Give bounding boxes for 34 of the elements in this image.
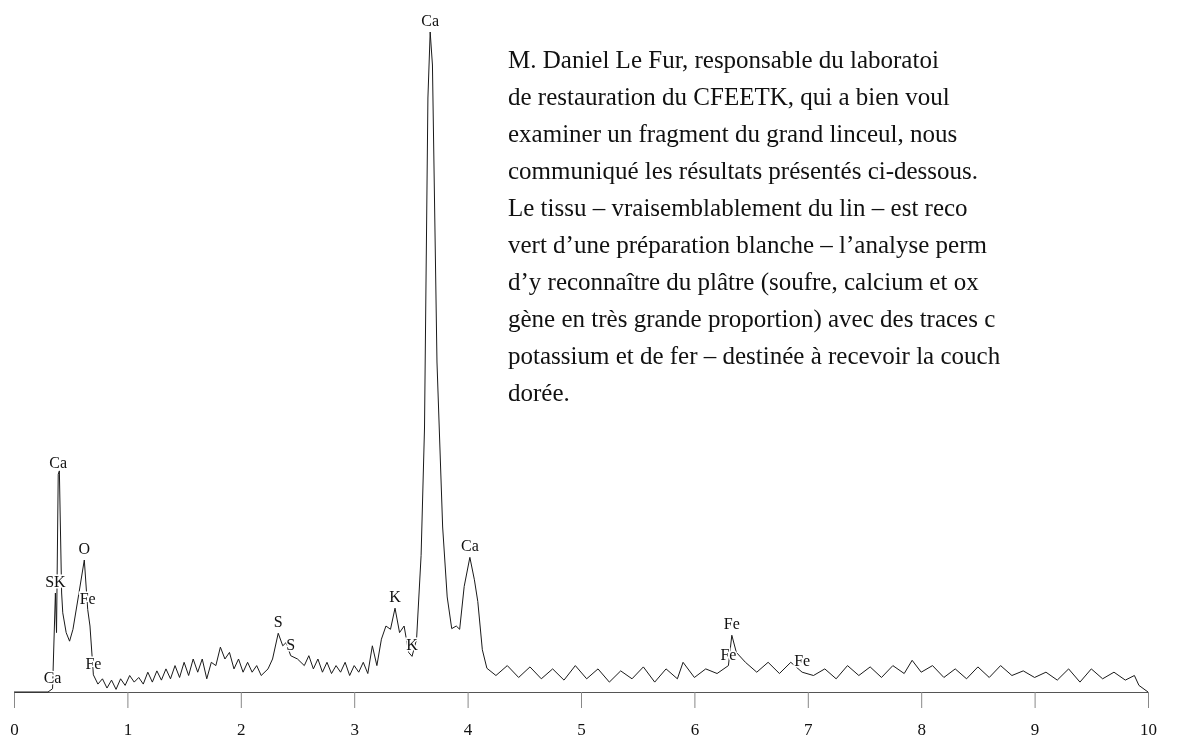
- annotation: gène en très grande proportion) avec des traces c: [508, 305, 996, 333]
- annotation: Fe: [794, 652, 811, 670]
- annotation: Ca: [43, 668, 62, 686]
- annotation: examiner un fragment du grand linceul, nous: [508, 120, 958, 147]
- annotation: dorée.: [508, 379, 570, 406]
- annotation: Ca: [49, 454, 68, 472]
- annotation: S: [286, 635, 296, 653]
- annotation: K: [406, 636, 419, 654]
- annotation: O: [78, 540, 91, 557]
- x-tick-label: 2: [237, 719, 246, 739]
- x-tick-label: 7: [804, 719, 814, 739]
- annotation: Fe: [720, 645, 737, 663]
- annotation: Le tissu – vraisemblablement du lin – est reco: [508, 194, 968, 221]
- x-tick-label: 6: [690, 719, 700, 739]
- x-tick-label: 9: [1030, 719, 1040, 739]
- annotation: Fe: [723, 615, 740, 633]
- x-tick-label: 1: [123, 719, 133, 739]
- x-tick-label: 8: [917, 719, 926, 739]
- annotation: M. Daniel Le Fur, responsable du laboratoi: [508, 46, 939, 73]
- annotation: de restauration du CFEETK, qui a bien voul: [508, 83, 950, 110]
- annotation: Fe: [79, 589, 96, 607]
- annotation: vert d’une préparation blanche – l’analyse perm: [508, 231, 988, 258]
- x-tick-label: 4: [463, 719, 473, 739]
- annotation: Ca: [460, 537, 479, 555]
- annotation: communiqué les résultats présentés ci-dessous.: [508, 157, 979, 184]
- annotation: K: [389, 588, 402, 606]
- annotation: Ca: [421, 12, 440, 29]
- x-tick-label: 5: [577, 719, 586, 739]
- annotation: d’y reconnaître du plâtre (soufre, calcium et ox: [508, 268, 980, 296]
- x-tick-label: 3: [350, 719, 359, 739]
- x-tick-label: 0: [10, 719, 19, 739]
- annotation: potassium et de fer – destinée à recevoir la couch: [508, 342, 1001, 369]
- x-tick-label: 10: [1140, 719, 1157, 739]
- annotation: S: [273, 613, 283, 631]
